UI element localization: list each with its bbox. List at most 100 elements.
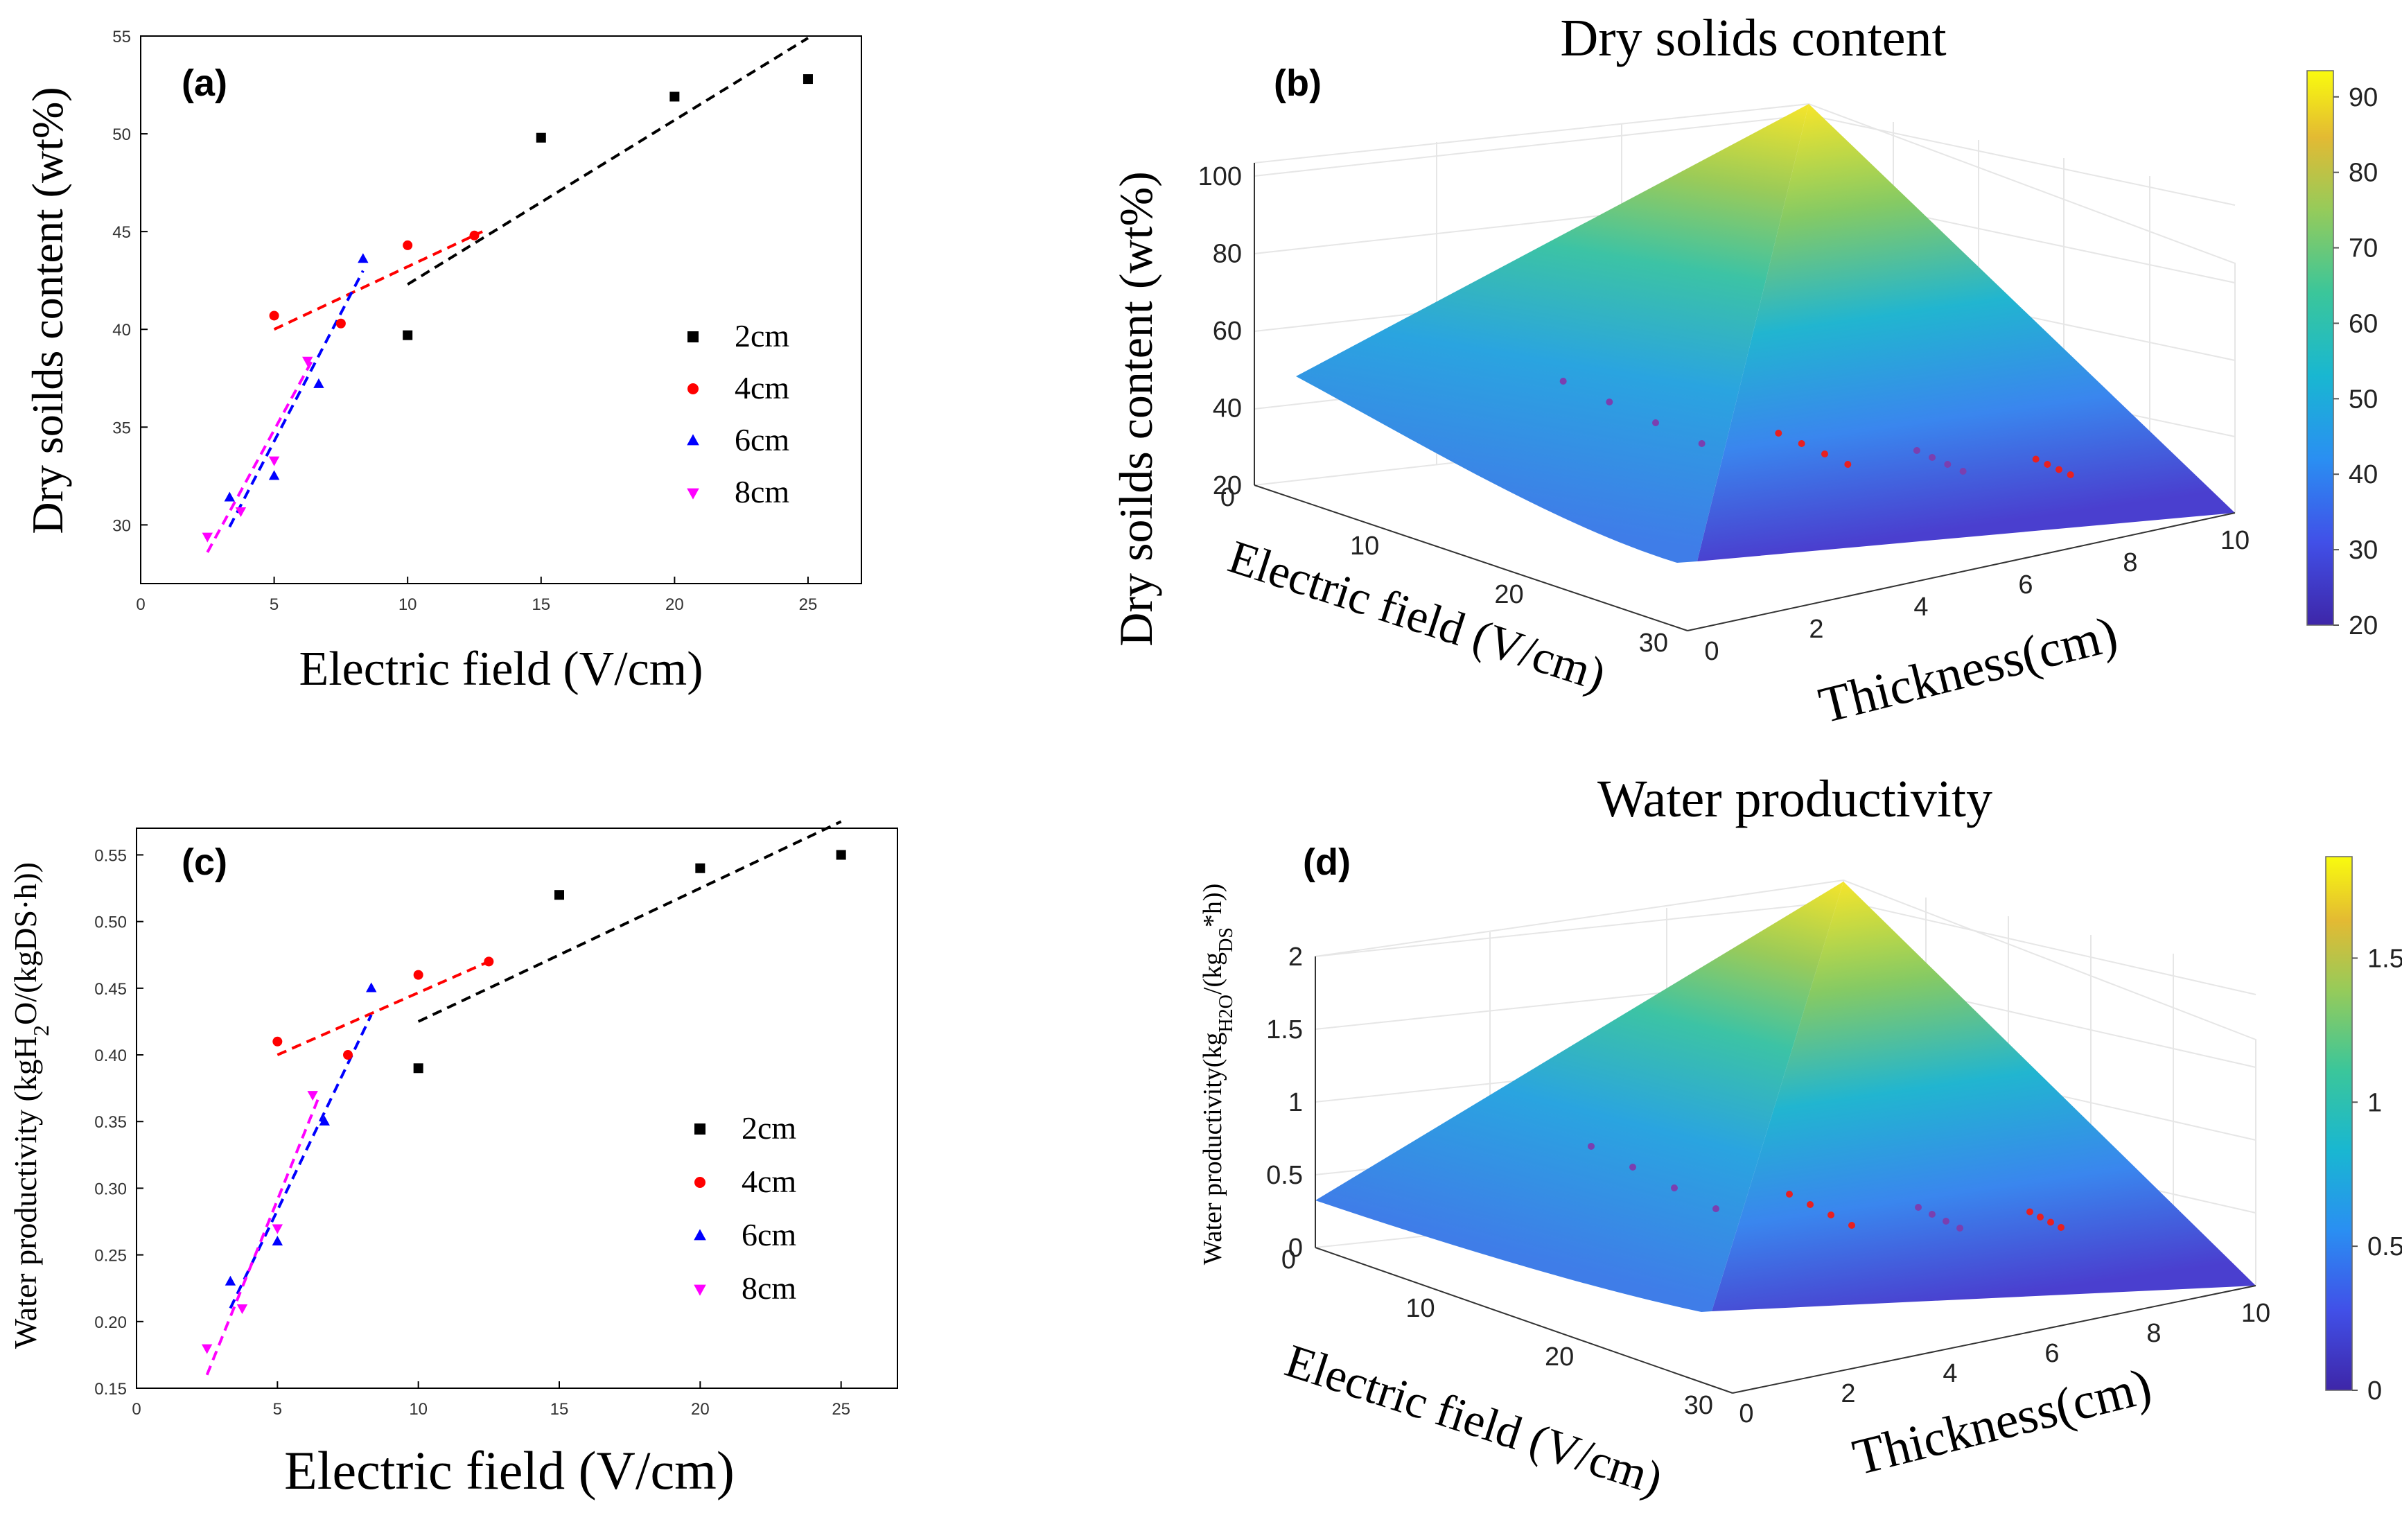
thickness-tick-label: 10 xyxy=(2220,526,2250,555)
thickness-tick-label: 0 xyxy=(1739,1399,1753,1428)
y-tick-label: 40 xyxy=(112,321,131,340)
data-point-8cm xyxy=(268,456,280,466)
surface-data-point xyxy=(1712,1205,1719,1212)
fit-line-4cm xyxy=(273,230,483,331)
x-tick-label: 10 xyxy=(409,1400,428,1419)
data-point-8cm xyxy=(307,1091,318,1101)
thickness-tick-label: 10 xyxy=(2241,1299,2270,1328)
panel-d-points xyxy=(1588,1143,2065,1232)
surface-data-point xyxy=(2037,1214,2044,1220)
y-tick-label: 0.50 xyxy=(94,913,127,932)
data-point-2cm xyxy=(836,850,846,860)
y-tick-label: 50 xyxy=(112,125,131,144)
surface-data-point xyxy=(1775,430,1782,437)
panel-c-ylabel: Water productivity (kgH2O/(kgDS·h)) xyxy=(8,862,53,1349)
y-tick-label: 0.35 xyxy=(94,1113,127,1132)
surface-data-point xyxy=(1956,1225,1964,1232)
panel-c-ticks: 0 5 10 15 20 25 0.15 0.20 0.25 0.30 0.35 0.40 0.45 0.… xyxy=(94,846,850,1419)
data-point-6cm xyxy=(225,1275,236,1286)
panel-a-ticks: 0 5 10 15 20 25 30 35 40 45 50 55 xyxy=(112,28,817,614)
surface-data-point xyxy=(1827,1211,1834,1218)
y-tick-label: 0.30 xyxy=(94,1180,127,1198)
data-point-8cm xyxy=(302,356,313,367)
panel-b-axes xyxy=(1254,163,2236,631)
fit-line-2cm xyxy=(417,820,842,1023)
panel-b-ticks: 20 40 60 80 100 0 10 20 30 0 2 4 6 8 10 xyxy=(1198,162,2250,666)
surface-data-point xyxy=(2032,455,2040,463)
panel-b-label: (b) xyxy=(1274,62,1322,104)
legend-label-2cm: 2cm xyxy=(742,1110,796,1146)
panel-d-zlabel: Water productivity(kgH2O/(kgDS*h)) xyxy=(1198,884,1237,1265)
y-tick-label: 0.25 xyxy=(94,1247,127,1266)
panel-a-xlabel: Electric field (V/cm) xyxy=(299,642,703,696)
panel-a: 0 5 10 15 20 25 30 35 40 45 50 55 (a) Electric fiel… xyxy=(23,28,862,696)
legend-label-4cm: 4cm xyxy=(735,370,789,405)
panel-c-legend: 2cm 4cm 6cm 8cm xyxy=(694,1110,796,1306)
z-tick-label: 0 xyxy=(1288,1234,1303,1263)
surface-data-point xyxy=(1848,1222,1855,1229)
legend-marker-6cm xyxy=(694,1229,706,1241)
y-tick-label: 35 xyxy=(112,419,131,437)
y-tick-label: 0.55 xyxy=(94,846,127,865)
surface-data-point xyxy=(2055,466,2062,473)
x-tick-label: 0 xyxy=(136,595,145,614)
fit-line-8cm xyxy=(206,356,316,553)
panel-c-label: (c) xyxy=(182,841,227,883)
surface-data-point xyxy=(1944,461,1952,468)
z-tick-label: 60 xyxy=(1213,317,1242,346)
plot-a-frame xyxy=(140,35,862,584)
y-tick-label: 0.20 xyxy=(94,1313,127,1332)
legend-label-4cm: 4cm xyxy=(742,1164,796,1199)
y-tick-label: 0.45 xyxy=(94,980,127,999)
panel-a-label: (a) xyxy=(182,62,227,104)
legend-label-6cm: 6cm xyxy=(735,422,789,457)
legend-marker-4cm xyxy=(687,383,699,394)
field-tick-label: 30 xyxy=(1684,1391,1713,1420)
fit-line-6cm xyxy=(228,270,365,528)
thickness-tick-label: 2 xyxy=(1841,1379,1855,1408)
panel-a-legend: 2cm 4cm 6cm 8cm xyxy=(687,318,789,509)
data-point-2cm xyxy=(695,863,705,873)
data-point-6cm xyxy=(272,1235,283,1245)
panel-d-ylabel: Electric field (V/cm) xyxy=(1279,1333,1669,1505)
colorbar-tick-label: 1.5 xyxy=(2367,944,2402,973)
panel-b-title: Dry solids content xyxy=(1560,9,1946,67)
panel-c-fit-lines xyxy=(205,820,842,1376)
colorbar-tick-label: 20 xyxy=(2349,611,2378,640)
data-point-2cm xyxy=(536,132,546,143)
surface-data-point xyxy=(1844,461,1852,468)
surface-data-point xyxy=(1786,1191,1793,1198)
surface-data-point xyxy=(1943,1218,1949,1225)
surface-data-point xyxy=(2067,471,2074,478)
legend-label-8cm: 8cm xyxy=(735,474,789,509)
data-point-4cm xyxy=(269,310,279,321)
x-tick-label: 0 xyxy=(132,1400,141,1419)
legend-marker-2cm xyxy=(694,1123,705,1135)
colorbar-tick-label: 80 xyxy=(2349,159,2378,188)
fit-line-8cm xyxy=(205,1094,322,1376)
surface-data-point xyxy=(1928,1210,1936,1218)
panel-d-label: (d) xyxy=(1303,841,1351,883)
z-tick-label: 1.5 xyxy=(1266,1015,1303,1044)
surface-data-point xyxy=(2058,1224,2065,1231)
panel-a-fit-lines xyxy=(206,37,809,553)
z-tick-label: 20 xyxy=(1213,471,1242,500)
z-tick-label: 2 xyxy=(1288,943,1303,972)
panel-d-axes xyxy=(1315,956,2256,1394)
colorbar-tick-label: 0.5 xyxy=(2367,1232,2402,1261)
panel-a-points xyxy=(202,74,813,543)
surface-data-point xyxy=(1559,378,1567,385)
data-point-4cm xyxy=(403,240,413,250)
data-point-6cm xyxy=(313,378,324,388)
panel-c-xlabel: Electric field (V/cm) xyxy=(284,1440,735,1500)
surface-data-point xyxy=(2047,1218,2054,1226)
surface-data-point xyxy=(1959,468,1967,475)
fit-line-4cm xyxy=(277,960,490,1056)
data-point-8cm xyxy=(272,1224,283,1234)
data-point-6cm xyxy=(268,470,280,480)
y-tick-label: 45 xyxy=(112,223,131,242)
data-point-4cm xyxy=(469,230,480,240)
